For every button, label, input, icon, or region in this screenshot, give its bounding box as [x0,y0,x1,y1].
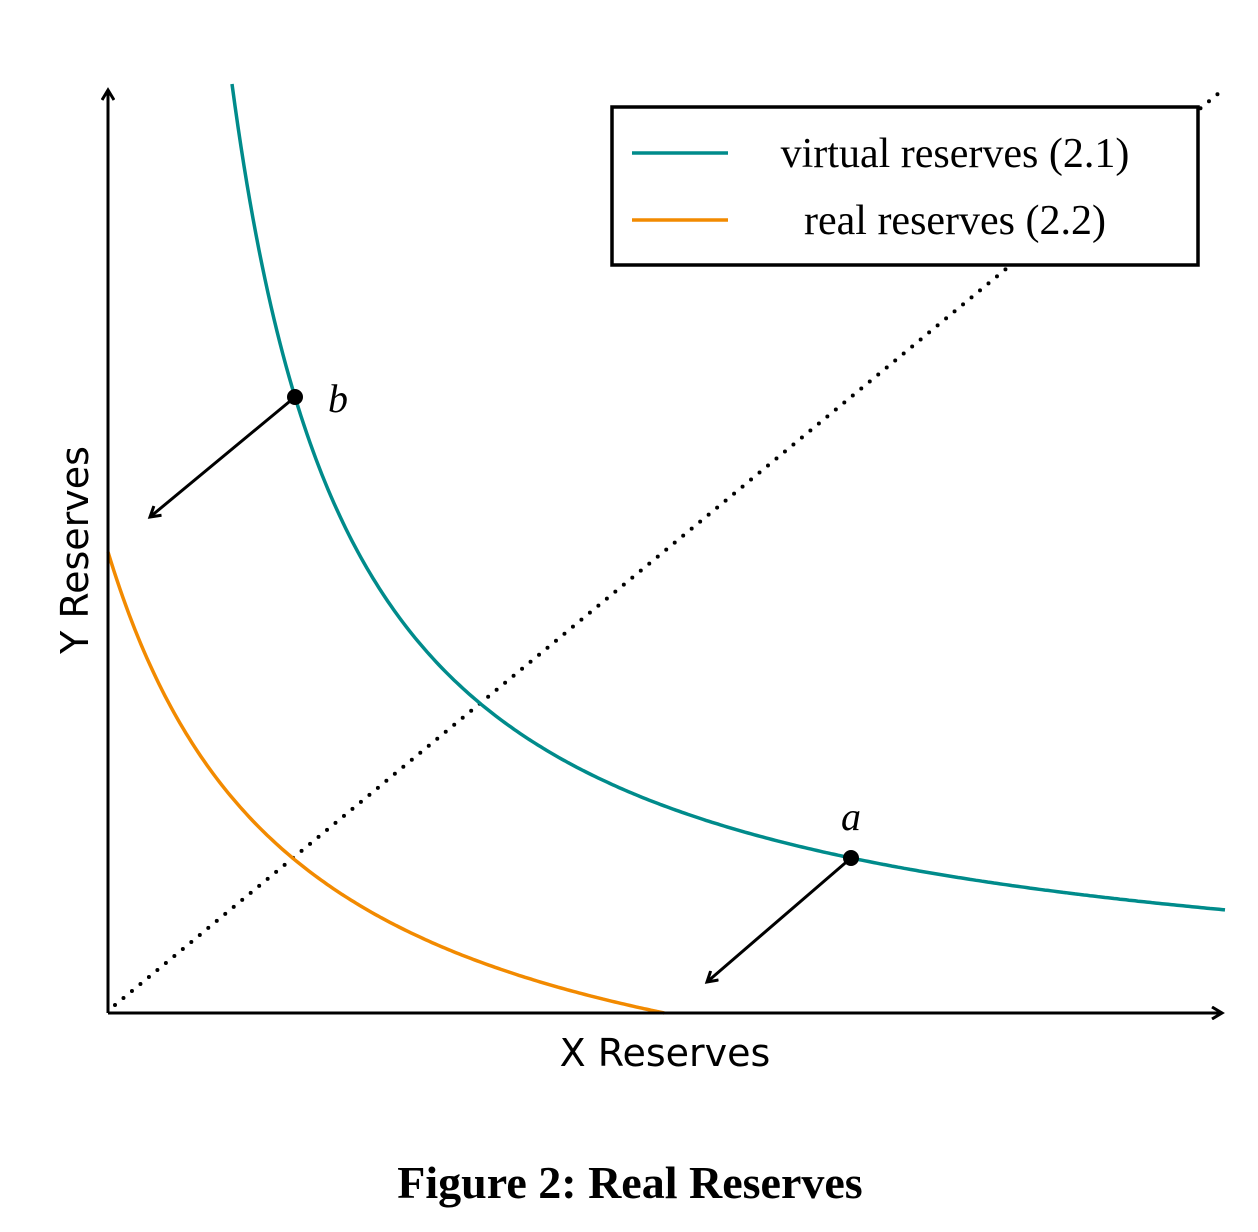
legend-label: real reserves (2.2) [804,198,1106,244]
caption: Figure 2: Real Reserves [397,1157,862,1208]
legend-box [610,105,1200,267]
arrow [707,856,852,982]
point-label: a [841,794,861,839]
x-axis-label: X Reserves [560,1031,771,1075]
point-label: b [328,376,348,421]
y-axis-label: Y Reserves [53,446,97,655]
real-curve [106,551,665,1015]
legend-label: virtual reserves (2.1) [781,131,1130,177]
arrow [150,395,296,517]
virtual-curve [230,83,1226,912]
